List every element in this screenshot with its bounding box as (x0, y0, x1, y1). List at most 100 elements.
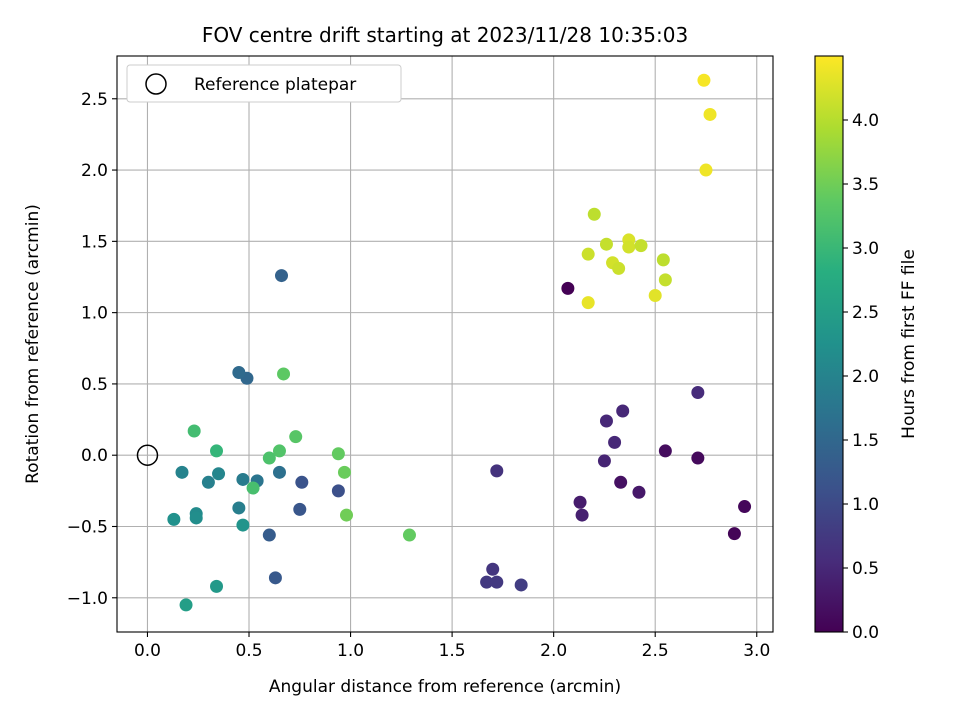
colorbar-tick-label: 0.5 (852, 559, 879, 579)
data-point (331, 447, 345, 461)
data-point (232, 501, 246, 515)
data-point (587, 207, 601, 221)
colorbar: 0.0 0.5 1.0 1.5 2.0 2.5 3.0 3.5 4.0 Hours from f… (814, 55, 919, 643)
colorbar-label: Hours from first FF file (899, 249, 919, 439)
data-point (331, 484, 345, 498)
data-point (561, 281, 575, 295)
data-point (727, 527, 741, 541)
data-point (275, 269, 289, 283)
colorbar-tick-label: 1.0 (852, 495, 879, 515)
data-point (658, 273, 672, 287)
data-point (699, 163, 713, 177)
y-tick-label: 2.0 (81, 161, 108, 181)
data-point (293, 502, 307, 516)
data-point (691, 451, 705, 465)
y-tick-label: 0.5 (81, 375, 108, 395)
data-point (608, 435, 622, 449)
y-tick-label: −1.0 (67, 589, 108, 609)
data-point (599, 414, 613, 428)
x-axis-label: Angular distance from reference (arcmin) (269, 677, 621, 697)
data-point (175, 465, 189, 479)
data-point (581, 296, 595, 310)
data-point (289, 430, 303, 444)
colorbar-tick-label: 2.5 (852, 303, 879, 323)
data-point (490, 575, 504, 589)
data-point (575, 508, 589, 522)
colorbar-gradient (814, 55, 844, 633)
x-tick-label: 1.5 (439, 641, 466, 661)
data-point (691, 385, 705, 399)
legend-box (126, 64, 402, 103)
x-tick-label: 2.0 (540, 641, 567, 661)
colorbar-tick-label: 4.0 (852, 111, 879, 131)
legend-entry-reference: Reference platepar (194, 75, 356, 95)
data-point (272, 444, 286, 458)
data-point (246, 481, 260, 495)
data-point (210, 579, 224, 593)
y-tick-label: 0.0 (81, 446, 108, 466)
y-axis-label: Rotation from reference (arcmin) (23, 204, 43, 484)
data-point (697, 73, 711, 87)
data-point (236, 518, 250, 532)
y-tick-label: 1.0 (81, 304, 108, 324)
x-tick-label: 2.5 (642, 641, 669, 661)
legend-reference-icon (145, 73, 167, 95)
y-tick-label: 1.5 (81, 232, 108, 252)
x-tick-label: 0.5 (235, 641, 262, 661)
data-point (634, 239, 648, 253)
x-axis-ticks: 0.0 0.5 1.0 1.5 2.0 2.5 3.0 (134, 632, 770, 661)
data-point (581, 247, 595, 261)
data-point (187, 424, 201, 438)
plot-frame (116, 55, 774, 633)
data-point (272, 465, 286, 479)
data-point (599, 237, 613, 251)
data-point (573, 495, 587, 509)
data-point (622, 240, 636, 254)
data-point (201, 475, 215, 489)
data-point (189, 511, 203, 525)
data-point (262, 451, 276, 465)
colorbar-tick-label: 3.0 (852, 239, 879, 259)
data-point (337, 465, 351, 479)
colorbar-ticks: 0.0 0.5 1.0 1.5 2.0 2.5 3.0 3.5 4.0 (843, 111, 879, 643)
data-point (262, 528, 276, 542)
data-point (658, 444, 672, 458)
data-point (277, 367, 291, 381)
colorbar-tick-label: 2.0 (852, 367, 879, 387)
data-point (738, 500, 752, 514)
data-point (339, 508, 353, 522)
data-point (295, 475, 309, 489)
data-point (480, 575, 494, 589)
data-point (612, 261, 626, 275)
data-point (597, 454, 611, 468)
x-tick-label: 1.0 (337, 641, 364, 661)
grid (117, 56, 773, 632)
data-point (490, 464, 504, 478)
data-point (212, 467, 226, 481)
data-point (232, 366, 246, 380)
legend: Reference platepar (126, 64, 402, 103)
colorbar-tick-label: 0.0 (852, 623, 879, 643)
y-tick-label: −0.5 (67, 517, 108, 537)
chart-title: FOV centre drift starting at 2023/11/28 … (202, 23, 688, 47)
data-point (167, 512, 181, 526)
data-point (703, 107, 717, 121)
colorbar-tick-label: 1.5 (852, 431, 879, 451)
data-points (167, 73, 752, 612)
data-point (614, 475, 628, 489)
data-point (402, 528, 416, 542)
data-point (648, 289, 662, 303)
data-point (268, 571, 282, 585)
reference-platepar-marker (136, 444, 159, 466)
y-axis-ticks: −1.0 −0.5 0.0 0.5 1.0 1.5 2.0 2.5 (67, 90, 117, 609)
data-point (486, 562, 500, 576)
data-point (236, 472, 250, 486)
data-point (616, 404, 630, 418)
data-point (632, 485, 646, 499)
x-tick-label: 0.0 (134, 641, 161, 661)
y-tick-label: 2.5 (81, 90, 108, 110)
data-point (179, 598, 193, 612)
data-point (210, 444, 224, 458)
data-point (656, 253, 670, 267)
x-tick-label: 3.0 (743, 641, 770, 661)
